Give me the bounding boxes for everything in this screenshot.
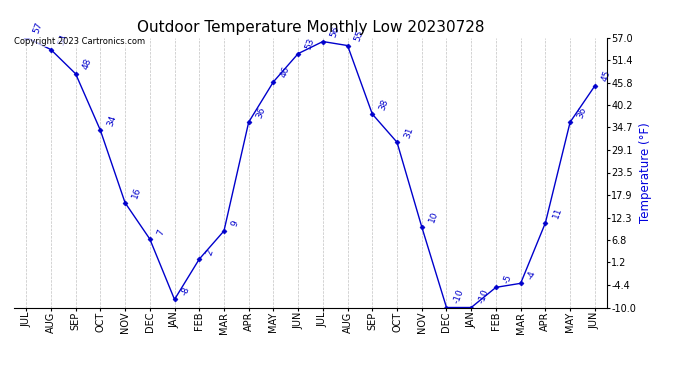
Text: Copyright 2023 Cartronics.com: Copyright 2023 Cartronics.com xyxy=(14,38,145,46)
Text: 36: 36 xyxy=(575,105,588,119)
Text: 56: 56 xyxy=(328,25,341,39)
Text: 54: 54 xyxy=(57,33,69,47)
Text: 31: 31 xyxy=(402,126,415,140)
Text: -4: -4 xyxy=(526,269,538,280)
Text: 36: 36 xyxy=(254,105,266,119)
Title: Outdoor Temperature Monthly Low 20230728: Outdoor Temperature Monthly Low 20230728 xyxy=(137,20,484,35)
Text: -10: -10 xyxy=(452,288,466,305)
Text: -8: -8 xyxy=(180,285,192,297)
Text: 10: 10 xyxy=(427,210,440,224)
Text: 45: 45 xyxy=(600,69,613,83)
Text: 55: 55 xyxy=(353,29,366,43)
Text: 7: 7 xyxy=(155,228,166,236)
Text: 2: 2 xyxy=(205,248,215,256)
Text: 38: 38 xyxy=(378,98,391,111)
Text: 34: 34 xyxy=(106,114,118,128)
Text: -10: -10 xyxy=(477,288,491,305)
Text: 46: 46 xyxy=(279,65,291,79)
Text: 11: 11 xyxy=(551,206,563,220)
Text: 57: 57 xyxy=(32,21,44,35)
Text: -5: -5 xyxy=(502,273,513,285)
Y-axis label: Temperature (°F): Temperature (°F) xyxy=(639,122,652,223)
Text: 16: 16 xyxy=(130,186,143,200)
Text: 53: 53 xyxy=(304,37,316,51)
Text: 9: 9 xyxy=(230,220,240,228)
Text: 48: 48 xyxy=(81,57,94,71)
